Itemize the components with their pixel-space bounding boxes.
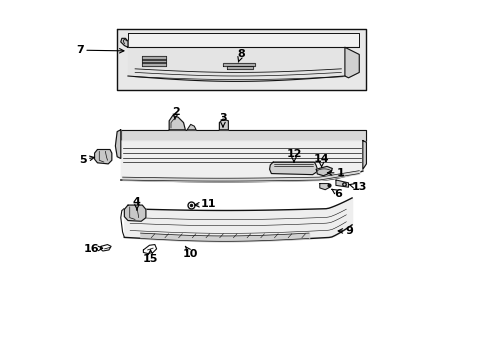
- Polygon shape: [142, 56, 165, 59]
- Text: 5: 5: [79, 154, 94, 165]
- Polygon shape: [316, 166, 332, 176]
- Polygon shape: [128, 33, 359, 47]
- Text: 9: 9: [338, 226, 352, 236]
- Text: 8: 8: [237, 49, 244, 62]
- Polygon shape: [121, 39, 128, 47]
- Text: 4: 4: [133, 197, 141, 210]
- Polygon shape: [117, 30, 366, 90]
- Text: 13: 13: [348, 182, 366, 192]
- Polygon shape: [335, 180, 348, 187]
- Polygon shape: [344, 47, 359, 78]
- Text: 10: 10: [183, 246, 198, 258]
- Polygon shape: [319, 184, 329, 190]
- Polygon shape: [362, 140, 366, 169]
- Polygon shape: [124, 205, 145, 221]
- Text: 11: 11: [194, 199, 216, 210]
- Text: 3: 3: [219, 113, 226, 127]
- Polygon shape: [219, 119, 228, 130]
- Polygon shape: [187, 125, 196, 130]
- Polygon shape: [115, 130, 121, 158]
- Text: 1: 1: [327, 168, 344, 178]
- Polygon shape: [142, 59, 165, 62]
- Polygon shape: [169, 116, 185, 130]
- Polygon shape: [94, 149, 112, 164]
- Text: 15: 15: [142, 250, 158, 264]
- Text: 2: 2: [171, 107, 179, 120]
- Polygon shape: [142, 63, 165, 66]
- Text: 16: 16: [83, 244, 102, 254]
- Text: 6: 6: [331, 189, 342, 199]
- Polygon shape: [226, 66, 253, 69]
- Polygon shape: [223, 63, 255, 66]
- Polygon shape: [269, 162, 317, 175]
- Text: 7: 7: [76, 45, 123, 55]
- Text: 12: 12: [285, 149, 301, 162]
- Polygon shape: [121, 130, 366, 140]
- Text: 14: 14: [313, 154, 329, 167]
